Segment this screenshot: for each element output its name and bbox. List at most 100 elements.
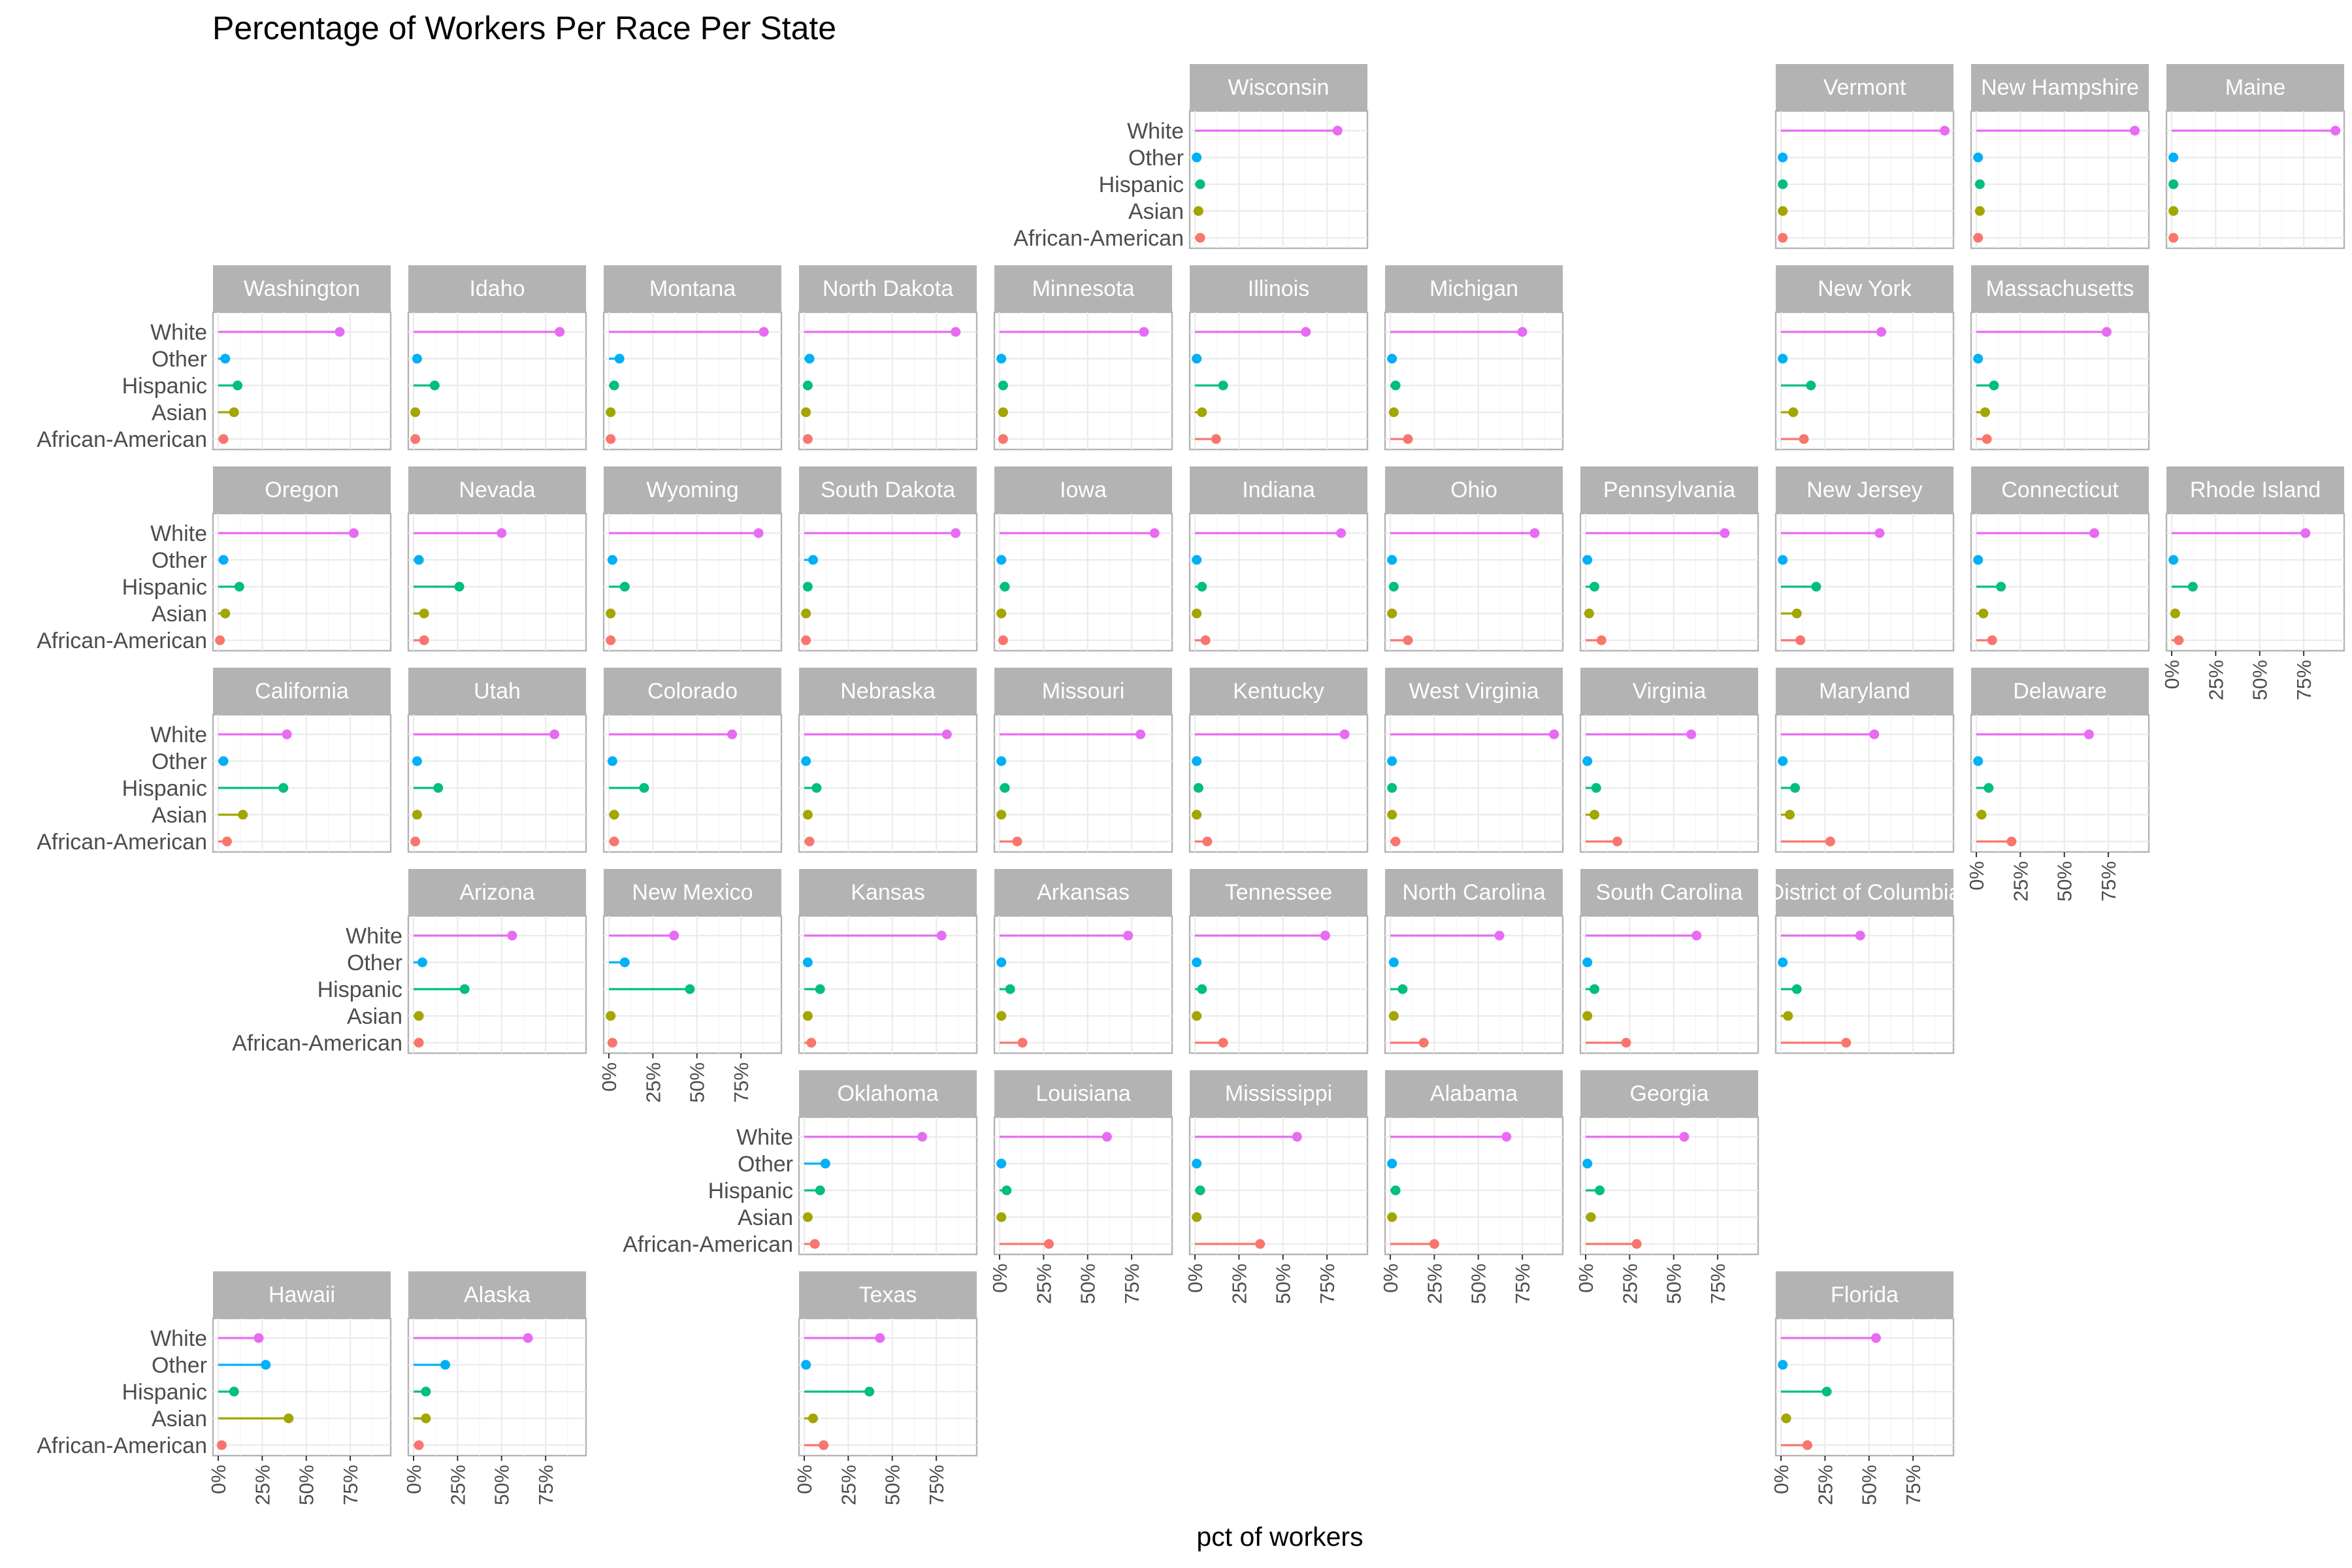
y-tick-label: White bbox=[150, 521, 207, 546]
facet-strip-label: Michigan bbox=[1429, 276, 1518, 301]
x-tick-label: 50% bbox=[1663, 1264, 1686, 1304]
lollipop-point-hispanic bbox=[1195, 179, 1205, 189]
lollipop-point-other bbox=[1778, 152, 1788, 163]
lollipop-point-hispanic bbox=[454, 581, 465, 592]
y-tick-label: African-American bbox=[1013, 226, 1184, 251]
lollipop-point-white bbox=[1855, 930, 1865, 941]
y-tick-label: Asian bbox=[152, 803, 207, 828]
lollipop-point-other bbox=[1387, 756, 1397, 766]
lollipop-point-white bbox=[549, 729, 560, 740]
facet-strip-label: California bbox=[255, 679, 349, 704]
lollipop-point-hispanic bbox=[1996, 581, 2006, 592]
panel-background bbox=[407, 512, 587, 652]
lollipop-point-white bbox=[1876, 327, 1887, 337]
facet-panel-rhode-island: Rhode Island 0% 25% 50% 75% bbox=[2161, 466, 2345, 700]
lollipop-point-other bbox=[996, 555, 1007, 565]
lollipop-point-asian bbox=[1976, 809, 1987, 820]
lollipop-point-african-american bbox=[1255, 1239, 1266, 1249]
lollipop-point-asian bbox=[1388, 1011, 1399, 1021]
y-tick-label: Hispanic bbox=[708, 1179, 793, 1203]
facet-panel-iowa: Iowa bbox=[993, 466, 1173, 652]
facet-panel-utah: Utah bbox=[407, 668, 587, 853]
lollipop-point-white bbox=[1720, 528, 1730, 538]
facet-panel-idaho: Idaho bbox=[407, 265, 587, 451]
facet-strip bbox=[799, 265, 977, 312]
facet-panel-new-hampshire: New Hampshire bbox=[1970, 64, 2150, 250]
lollipop-point-asian bbox=[802, 1011, 813, 1021]
facet-strip bbox=[799, 668, 977, 715]
facet-panel-wisconsin: Wisconsin WhiteOtherHispanicAsianAfrican-… bbox=[1013, 64, 1369, 251]
lollipop-point-hispanic bbox=[1195, 1185, 1205, 1196]
lollipop-point-white bbox=[759, 327, 769, 337]
lollipop-point-asian bbox=[2168, 206, 2179, 216]
lollipop-point-african-american bbox=[1973, 233, 1984, 243]
lollipop-point-hispanic bbox=[429, 380, 440, 391]
facet-panel-nevada: Nevada bbox=[407, 466, 587, 652]
x-tick-label: 25% bbox=[2009, 861, 2032, 902]
lollipop-point-african-american bbox=[1631, 1239, 1642, 1249]
lollipop-point-other bbox=[996, 756, 1007, 766]
lollipop-point-white bbox=[1549, 729, 1560, 740]
facet-strip-label: Delaware bbox=[2013, 679, 2107, 704]
facet-panel-oregon: Oregon WhiteOtherHispanicAsianAfrican-Ame… bbox=[37, 466, 392, 653]
panel-background bbox=[1774, 110, 1955, 250]
facet-strip-label: Idaho bbox=[469, 276, 525, 301]
lollipop-point-hispanic bbox=[815, 1185, 825, 1196]
lollipop-point-hispanic bbox=[233, 380, 243, 391]
facet-strip bbox=[1190, 64, 1367, 111]
facet-strip bbox=[799, 1070, 977, 1117]
lollipop-point-hispanic bbox=[815, 984, 825, 994]
lollipop-point-asian bbox=[1582, 1011, 1593, 1021]
lollipop-point-hispanic bbox=[1791, 984, 1802, 994]
facet-panel-hawaii: Hawaii WhiteOtherHispanicAsianAfrican-Ame… bbox=[37, 1271, 392, 1505]
facet-strip-label: South Dakota bbox=[821, 478, 955, 502]
lollipop-point-asian bbox=[801, 407, 811, 417]
facet-strip-label: Indiana bbox=[1242, 478, 1315, 502]
facet-panel-south-carolina: South Carolina bbox=[1579, 869, 1759, 1054]
lollipop-point-other bbox=[414, 555, 424, 565]
facet-panel-california: California WhiteOtherHispanicAsianAfrican… bbox=[37, 668, 392, 855]
lollipop-point-other bbox=[1388, 957, 1399, 968]
facet-strip-label: Wyoming bbox=[646, 478, 738, 502]
lollipop-point-other bbox=[1192, 957, 1202, 968]
panel-background bbox=[1774, 915, 1955, 1054]
x-tick-label: 50% bbox=[2249, 660, 2272, 700]
facet-panel-michigan: Michigan bbox=[1384, 265, 1564, 451]
lollipop-point-asian bbox=[808, 1413, 818, 1424]
facet-strip-label: Mississippi bbox=[1225, 1081, 1332, 1106]
facet-panel-kansas: Kansas bbox=[798, 869, 978, 1054]
lollipop-point-hispanic bbox=[1218, 380, 1228, 391]
lollipop-point-african-american bbox=[1612, 836, 1623, 847]
facet-strip bbox=[1776, 668, 1953, 715]
lollipop-point-hispanic bbox=[1390, 1185, 1401, 1196]
facet-strip-label: Vermont bbox=[1823, 75, 1906, 100]
panel-background bbox=[212, 512, 392, 652]
facet-strip-label: Montana bbox=[649, 276, 736, 301]
x-tick-label: 0% bbox=[1965, 861, 1988, 890]
facet-panel-oklahoma: Oklahoma WhiteOtherHispanicAsianAfrican-A… bbox=[623, 1070, 978, 1257]
lollipop-point-white bbox=[753, 528, 764, 538]
x-tick-label: 75% bbox=[2097, 861, 2120, 902]
lollipop-point-other bbox=[417, 957, 427, 968]
lollipop-point-other bbox=[1387, 555, 1397, 565]
lollipop-point-asian bbox=[1197, 407, 1207, 417]
lollipop-point-african-american bbox=[1418, 1037, 1429, 1048]
facet-panels: WisconsinWhiteOtherHispanicAsianAfrican-… bbox=[37, 64, 2345, 1505]
panel-background bbox=[1384, 713, 1564, 853]
facet-panel-alabama: Alabama 0% 25% 50% 75% bbox=[1379, 1070, 1564, 1304]
x-tick-label: 25% bbox=[1032, 1264, 1055, 1304]
y-tick-label: Other bbox=[347, 951, 402, 975]
lollipop-point-african-american bbox=[1795, 635, 1806, 645]
y-tick-label: Other bbox=[1128, 146, 1184, 171]
lollipop-point-white bbox=[917, 1132, 928, 1142]
lollipop-point-asian bbox=[606, 407, 616, 417]
lollipop-point-african-american bbox=[1403, 635, 1413, 645]
y-tick-label: African-American bbox=[37, 1433, 207, 1458]
facet-panel-maine: Maine bbox=[2165, 64, 2345, 250]
lollipop-point-white bbox=[2330, 125, 2341, 136]
facet-strip bbox=[213, 668, 391, 715]
facet-strip bbox=[1190, 869, 1367, 916]
lollipop-point-asian bbox=[1980, 407, 1990, 417]
x-tick-label: 50% bbox=[881, 1465, 904, 1505]
lollipop-point-african-american bbox=[2006, 836, 2017, 847]
